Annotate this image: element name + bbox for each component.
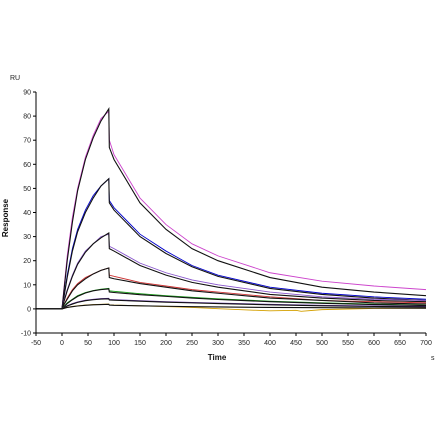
series-line-6 bbox=[36, 232, 427, 310]
y-tick-label: 80 bbox=[23, 114, 31, 121]
series-line-10 bbox=[36, 288, 427, 310]
x-tick-label: 400 bbox=[264, 340, 276, 347]
plot-lines bbox=[36, 107, 427, 312]
x-tick-label: 450 bbox=[290, 340, 302, 347]
y-tick-label: 50 bbox=[23, 186, 31, 193]
series-line-4 bbox=[36, 177, 427, 310]
x-tick-label: 150 bbox=[134, 340, 146, 347]
x-tick-label: 0 bbox=[60, 340, 64, 347]
x-tick-label: 350 bbox=[238, 340, 250, 347]
y-axis-title: Response bbox=[1, 198, 10, 237]
y-tick-label: 90 bbox=[23, 90, 31, 97]
x-tick-label: 50 bbox=[84, 340, 92, 347]
y-tick-label: -10 bbox=[21, 331, 31, 338]
y-tick-label: 30 bbox=[23, 234, 31, 241]
y-tick-label: 0 bbox=[27, 306, 31, 313]
x-tick-label: 200 bbox=[160, 340, 172, 347]
x-tick-label: 550 bbox=[342, 340, 354, 347]
y-tick-label: 10 bbox=[23, 282, 31, 289]
x-tick-label: 650 bbox=[394, 340, 406, 347]
series-line-12 bbox=[36, 298, 427, 310]
series-line-8 bbox=[36, 267, 427, 310]
axes bbox=[35, 92, 426, 334]
series-line-2 bbox=[36, 107, 427, 310]
x-tick-label: 300 bbox=[212, 340, 224, 347]
ticks: -10 0 10 20 30 40 50 60 70 80 90 -50 0 50 100 150 200 250… bbox=[21, 90, 432, 348]
series-line-14 bbox=[36, 303, 427, 310]
x-tick-label: -50 bbox=[31, 340, 41, 347]
x-unit-label: s bbox=[431, 355, 435, 362]
x-tick-label: 100 bbox=[108, 340, 120, 347]
y-tick-label: 60 bbox=[23, 162, 31, 169]
x-axis-title: Time bbox=[208, 353, 227, 362]
x-tick-label: 500 bbox=[316, 340, 328, 347]
x-tick-label: 700 bbox=[420, 340, 432, 347]
y-unit-label: RU bbox=[10, 75, 20, 82]
y-tick-label: 20 bbox=[23, 258, 31, 265]
y-tick-label: 40 bbox=[23, 210, 31, 217]
x-tick-label: 600 bbox=[368, 340, 380, 347]
y-tick-label: 70 bbox=[23, 138, 31, 145]
x-tick-label: 250 bbox=[186, 340, 198, 347]
